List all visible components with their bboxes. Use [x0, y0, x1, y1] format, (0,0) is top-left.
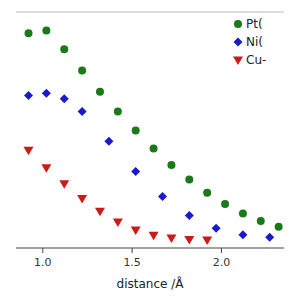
point: [132, 127, 140, 135]
legend-label: Pt(: [246, 17, 263, 31]
point: [78, 66, 86, 74]
point: [239, 209, 247, 217]
legend-label: Ni(: [246, 35, 263, 49]
point: [24, 147, 34, 156]
legend-marker: [234, 20, 242, 28]
point: [77, 195, 87, 204]
point: [185, 175, 193, 183]
chart: 1.0 1.5 2.0 distance /Å Pt( Ni( Cu-: [0, 0, 300, 300]
point: [184, 236, 194, 245]
point: [167, 161, 175, 169]
point: [185, 211, 194, 220]
point: [202, 237, 212, 246]
x-tick: [221, 248, 222, 253]
point: [238, 230, 247, 239]
point: [203, 189, 211, 197]
legend-marker: [234, 38, 243, 47]
point: [265, 233, 274, 242]
point: [60, 94, 69, 103]
point: [95, 208, 105, 217]
legend-marker: [233, 57, 243, 66]
point: [221, 200, 229, 208]
x-tick: [42, 248, 43, 253]
point: [275, 223, 283, 231]
x-axis-label: distance /Å: [117, 276, 185, 291]
point: [113, 218, 123, 227]
point: [60, 45, 68, 53]
x-tick-label: 2.0: [213, 256, 231, 269]
point: [25, 29, 33, 37]
point: [96, 88, 104, 96]
point: [41, 164, 51, 173]
point: [114, 107, 122, 115]
point: [24, 91, 33, 100]
point: [78, 107, 87, 116]
top-frame-line: [16, 12, 284, 13]
point: [42, 27, 50, 35]
point: [131, 167, 140, 176]
point: [150, 145, 158, 153]
point: [166, 234, 176, 243]
point: [42, 89, 51, 98]
legend: Pt( Ni( Cu-: [233, 17, 266, 67]
x-tick-label: 1.5: [123, 256, 141, 269]
legend-label: Cu-: [246, 53, 266, 67]
x-tick-label: 1.0: [34, 256, 52, 269]
point: [257, 217, 265, 225]
point: [149, 232, 159, 241]
point: [158, 192, 167, 201]
x-tick: [132, 248, 133, 253]
point: [212, 224, 221, 233]
point: [59, 180, 69, 189]
point: [104, 137, 113, 146]
point: [131, 226, 141, 235]
plot-area: [24, 27, 283, 245]
x-axis-line: [16, 248, 284, 249]
